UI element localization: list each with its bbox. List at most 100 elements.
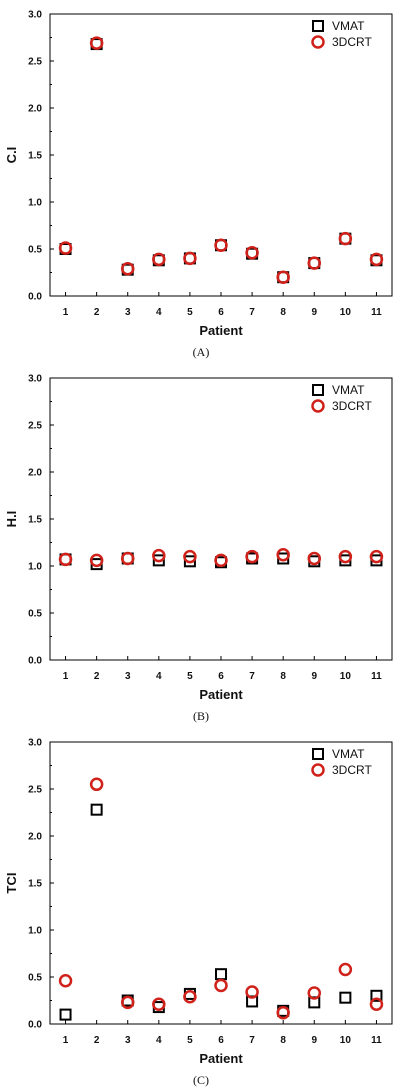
x-tick-label: 7 (249, 671, 255, 682)
data-point-3dcrt (152, 252, 166, 267)
y-tick-label: 1.0 (28, 926, 42, 937)
x-tick-label: 2 (94, 1035, 100, 1046)
data-point-3dcrt (307, 256, 322, 270)
data-point-3dcrt (276, 270, 290, 284)
x-tick-label: 1 (63, 1035, 69, 1046)
y-tick-label: 0.5 (28, 973, 42, 984)
data-point-3dcrt (89, 553, 104, 568)
chart-panel-c: 0.0 0.5 1.0 1.5 2.0 2.5 3.0 1 2 3 4 5 6 7 8 9 10 11 Patien… (0, 728, 412, 1092)
y-tick-label: 2.0 (28, 104, 42, 115)
chart-panel-b: 0.0 0.5 1.0 1.5 2.0 2.5 3.0 1 2 3 4 5 6 7 8 9 10 11 Patien… (0, 364, 412, 728)
y-tick-label: 2.5 (28, 785, 42, 796)
y-tick-label: 0.0 (28, 292, 42, 303)
x-tick-label: 11 (371, 307, 382, 318)
x-tick-label: 2 (94, 671, 100, 682)
x-tick-label: 7 (249, 307, 255, 318)
data-point-3dcrt (183, 251, 197, 266)
data-point-3dcrt (214, 238, 228, 252)
x-tick-label: 10 (340, 1035, 352, 1046)
data-point-vmat (152, 554, 165, 567)
y-axis-title: C.I (4, 147, 19, 164)
data-point-3dcrt (245, 985, 259, 999)
x-tick-label: 5 (187, 307, 193, 318)
data-point-3dcrt (89, 36, 104, 50)
data-point-3dcrt (369, 549, 384, 564)
x-tick-label: 3 (125, 307, 131, 318)
data-point-3dcrt (245, 549, 259, 564)
legend-label: VMAT (332, 383, 365, 397)
legend-label: VMAT (332, 19, 365, 33)
y-tick-label: 0.5 (28, 609, 42, 620)
y-axis-title: TCI (4, 873, 19, 894)
x-tick-label: 8 (280, 671, 286, 682)
data-point-3dcrt (245, 246, 259, 260)
x-axis-title: Patient (199, 323, 243, 338)
data-point-3dcrt (183, 989, 197, 1004)
legend-marker-3dcrt (311, 763, 325, 777)
x-tick-label: 1 (63, 307, 69, 318)
legend-marker-3dcrt (311, 35, 325, 49)
x-tick-label: 2 (94, 307, 100, 318)
x-tick-label: 9 (311, 671, 317, 682)
x-tick-label: 6 (218, 671, 224, 682)
data-point-3dcrt (369, 252, 384, 267)
data-point-vmat (339, 991, 352, 1004)
data-point-3dcrt (120, 995, 135, 1010)
data-point-3dcrt (276, 547, 290, 562)
legend-marker-vmat (312, 20, 324, 32)
data-point-3dcrt (152, 997, 166, 1012)
data-point-3dcrt (183, 549, 197, 564)
x-tick-label: 6 (218, 1035, 224, 1046)
data-point-3dcrt (214, 978, 228, 993)
x-tick-label: 11 (371, 1035, 382, 1046)
x-tick-label: 8 (280, 307, 286, 318)
x-tick-label: 4 (156, 307, 162, 318)
legend-marker-vmat (312, 748, 324, 760)
y-tick-label: 1.5 (28, 151, 42, 162)
legend-label: 3DCRT (332, 763, 372, 777)
data-point-3dcrt (120, 261, 135, 276)
chart-panel-a: 0.0 0.5 1.0 1.5 2.0 2.5 3.0 1 2 3 4 5 6 7 8 9 10 11 Patien… (0, 0, 412, 364)
y-tick-label: 3.0 (28, 10, 42, 21)
y-tick-label: 1.0 (28, 198, 42, 209)
data-point-vmat (370, 989, 383, 1002)
x-axis-title: Patient (199, 687, 243, 702)
chart-svg-b: 0.0 0.5 1.0 1.5 2.0 2.5 3.0 1 2 3 4 5 6 7 8 9 10 11 Patien… (4, 374, 393, 723)
panel-label: (B) (193, 709, 209, 723)
legend-label: 3DCRT (332, 399, 372, 413)
data-point-vmat (59, 1008, 72, 1021)
x-tick-label: 11 (371, 671, 382, 682)
y-tick-label: 3.0 (28, 374, 42, 385)
plot-frame (49, 377, 393, 661)
data-point-3dcrt (307, 551, 322, 566)
data-point-3dcrt (89, 777, 104, 792)
panel-label: (A) (193, 345, 210, 359)
x-tick-label: 9 (311, 307, 317, 318)
x-tick-label: 6 (218, 307, 224, 318)
x-tick-label: 9 (311, 1035, 317, 1046)
data-point-3dcrt (338, 962, 353, 977)
data-point-vmat (183, 555, 196, 568)
y-tick-label: 2.5 (28, 57, 42, 68)
x-tick-label: 7 (249, 1035, 255, 1046)
data-point-3dcrt (276, 1005, 290, 1020)
x-axis-title: Patient (199, 1051, 243, 1066)
legend-marker-3dcrt (311, 399, 325, 413)
x-tick-label: 4 (156, 671, 162, 682)
plot-frame (49, 13, 393, 297)
data-point-3dcrt (58, 241, 73, 255)
x-tick-label: 8 (280, 1035, 286, 1046)
data-point-3dcrt (58, 552, 73, 567)
legend-marker-vmat (312, 384, 324, 396)
x-tick-label: 4 (156, 1035, 162, 1046)
y-tick-label: 1.0 (28, 562, 42, 573)
data-point-3dcrt (307, 986, 322, 1000)
x-tick-label: 3 (125, 1035, 131, 1046)
data-point-3dcrt (338, 549, 353, 564)
data-point-3dcrt (369, 997, 384, 1012)
y-tick-label: 2.0 (28, 832, 42, 843)
x-tick-label: 1 (63, 671, 69, 682)
data-point-3dcrt (214, 553, 228, 568)
x-tick-label: 3 (125, 671, 131, 682)
x-tick-label: 5 (187, 1035, 193, 1046)
